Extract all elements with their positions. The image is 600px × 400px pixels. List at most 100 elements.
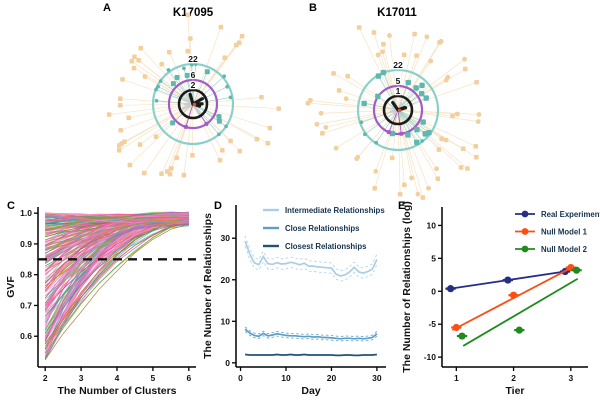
outer-node [267,125,273,131]
outer-node [131,65,137,71]
tier-series [445,263,582,347]
outer-node [428,58,434,64]
ring-2 [177,88,209,120]
ring-6 [167,78,219,130]
panel-a-title: K17095 [172,7,214,19]
outer-node [159,61,165,67]
panel-e-tier-chart: 1 2 3 -10 -5 0 5 10 Tier The Number of Relationsh… [401,201,600,397]
panel-a-network-plot: 22 62 [106,12,282,178]
outer-node [126,115,132,121]
legend-marker [521,228,529,235]
network-core [389,100,408,115]
teal-node [224,124,228,129]
purple-node [386,130,391,135]
data-point [446,285,455,293]
series-line-closest-relationships [245,353,377,357]
legend-label: Null Model 2 [541,245,588,254]
outer-node [239,33,245,39]
x-tick-label: 3 [79,373,84,383]
outer-node [458,165,464,170]
outer-node [218,24,224,30]
outer-node [185,48,191,54]
outer-node [380,49,385,55]
outer-node [443,77,449,83]
outer-node [474,79,479,85]
data-point [515,326,523,334]
outer-node [474,154,479,160]
outer-node [465,166,470,171]
data-point [509,291,518,299]
teal-node [375,93,381,100]
outer-node [308,98,313,103]
outer-node [185,12,191,18]
outer-node [343,96,349,102]
outer-node [412,31,417,37]
outer-node [476,112,482,117]
legend: Real Experiment Null Model 1 Null Model 2 [515,210,600,254]
outer-node [236,40,242,46]
teal-node [204,69,210,75]
outer-node [356,25,362,30]
outer-node [169,166,174,171]
outer-node [129,58,135,64]
outer-node [119,141,125,146]
y-axis-title: The Number of Relationships [202,213,214,359]
teal-node [413,85,419,91]
outer-node [375,52,381,58]
center-node [192,102,197,107]
ring-22 [356,68,440,152]
y-tick-label: -10 [424,352,437,362]
outer-node [138,45,144,51]
y-axis-title: GVF [5,276,17,298]
network-rings [356,68,440,152]
purple-node [399,131,404,136]
outer-node [426,185,431,191]
teal-node [380,69,387,76]
teal-node [423,95,429,101]
y-tick-label: 1.0 [20,208,32,218]
teal-node [225,84,229,89]
teal-node [166,68,171,72]
teal-node [389,130,396,137]
legend-label: Null Model 1 [541,228,588,237]
teal-node [361,100,367,107]
outer-node [402,182,407,188]
teal-node [418,90,425,97]
x-tick-label: 10 [281,373,291,383]
x-tick-label: 2 [43,373,48,383]
outer-node [381,41,386,47]
outer-node [314,121,320,127]
panel-d-label: D [214,200,222,212]
outer-node [336,88,342,93]
outer-node [397,191,403,197]
outer-node [320,131,325,136]
data-point [504,276,512,284]
outer-node [345,73,351,79]
teal-node [420,139,424,143]
teal-node [184,72,190,78]
panel-a-label: A [103,2,111,14]
outer-node [450,113,455,119]
y-tick-label: 0.8 [20,270,32,280]
axes: 2 3 4 5 6 0.6 0.7 0.8 0.9 1.0 The Number of Cluste… [5,207,196,397]
outer-node [373,168,379,174]
legend-label: Real Experiment [541,210,600,219]
teal-node [174,74,180,80]
outer-node [439,136,444,142]
teal-node [193,62,198,67]
outer-node [331,71,336,76]
panel-c-label: C [7,200,15,212]
network-edges [307,27,480,198]
outer-node [424,34,430,40]
ring-5 [372,84,424,136]
x-axis-title: Tier [505,385,524,397]
outer-node [141,170,147,176]
outer-node [460,146,466,152]
outer-node [159,171,164,176]
confidence-band [244,246,378,282]
teal-node [359,120,364,125]
outer-node [190,152,195,158]
teal-node [154,87,158,92]
outer-node [387,33,392,38]
outer-node [165,169,170,174]
